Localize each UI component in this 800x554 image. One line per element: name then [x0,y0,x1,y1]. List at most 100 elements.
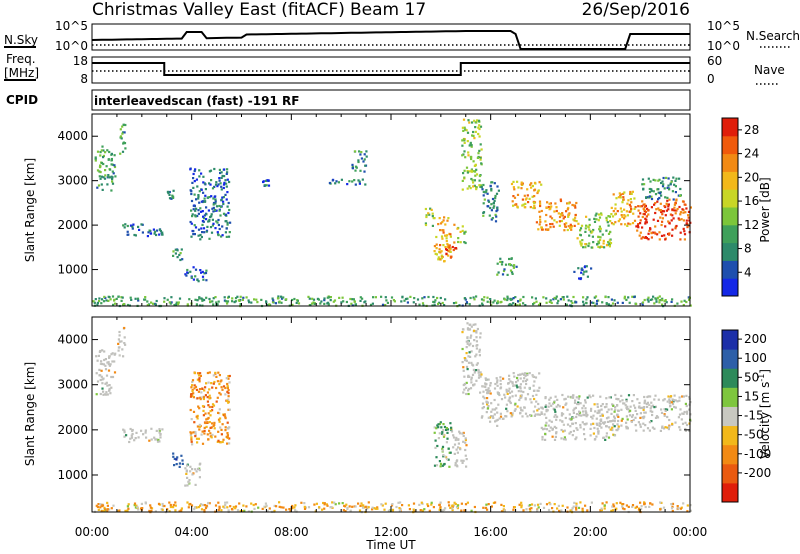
scatter-cell [574,214,577,217]
scatter-cell [513,375,516,378]
scatter-cell [648,403,651,406]
scatter-cell [609,242,613,245]
scatter-cell [471,363,474,366]
scatter-cell [214,198,217,201]
scatter-cell [550,205,553,208]
scatter-cell [150,301,153,304]
scatter-cell [193,180,196,183]
scatter-cell [545,503,549,506]
scatter-cell [197,209,200,212]
scatter-cell [584,504,587,507]
scatter-cell [567,206,570,210]
scatter-cell [465,386,468,389]
scatter-cell [607,436,611,439]
scatter-cell [650,405,653,408]
scatter-cell [448,465,451,468]
scatter-cell [181,459,184,462]
y-tick-label: 2000 [57,423,88,437]
scatter-cell [581,407,584,410]
scatter-cell [110,157,113,161]
scatter-cell [189,220,192,224]
scatter-cell [461,361,464,364]
scatter-cell [437,423,440,426]
scatter-cell [513,196,517,199]
scatter-cell [457,237,460,240]
scatter-cell [208,397,211,400]
scatter-cell [121,125,124,128]
scatter-cell [526,188,529,191]
y-tick-label: 3000 [57,174,88,188]
scatter-cell [529,183,532,186]
scatter-cell [585,265,588,268]
scatter-cell [519,412,522,415]
scatter-cell [631,505,634,508]
scatter-cell [667,184,670,187]
scatter-cell [438,460,441,463]
scatter-cell [594,214,597,217]
scatter-cell [584,407,587,410]
scatter-cell [293,297,296,301]
scatter-cell [537,506,540,509]
scatter-cell [552,225,555,228]
scatter-cell [563,436,566,439]
scatter-cell [566,228,569,232]
scatter-cell [643,415,646,418]
scatter-cell [481,302,484,305]
scatter-cell [616,404,619,407]
scatter-cell [667,177,670,180]
scatter-cell [614,207,617,210]
scatter-cell [141,223,144,226]
scatter-cell [99,171,102,174]
scatter-cell [590,423,593,426]
scatter-cell [108,356,111,359]
scatter-cell [603,421,607,424]
scatter-cell [94,298,97,301]
scatter-cell [220,185,223,188]
scatter-cell [329,299,332,302]
scatter-cell [571,507,574,510]
scatter-cell [435,464,439,467]
scatter-cell [349,297,352,301]
scatter-cell [620,214,623,217]
scatter-cell [419,509,422,512]
scatter-cell [654,211,657,215]
scatter-cell [579,240,582,243]
scatter-cell [570,228,573,231]
scatter-cell [554,413,557,416]
scatter-cell [104,364,107,367]
scatter-cell [100,360,103,363]
scatter-cell [193,508,196,511]
scatter-cell [189,270,192,273]
scatter-cell [485,411,488,414]
scatter-cell [472,181,475,184]
scatter-cell [472,323,475,326]
scatter-cell [512,266,515,269]
scatter-cell [148,229,151,232]
scatter-cell [510,271,514,274]
scatter-cell [464,437,467,440]
scatter-cell [158,428,161,431]
scatter-cell [503,509,506,512]
scatter-cell [200,503,203,506]
colorbar-cell [722,171,738,190]
scatter-cell [533,380,536,383]
scatter-cell [112,504,115,507]
scatter-cell [423,296,426,299]
scatter-cell [445,252,448,255]
scatter-cell [465,365,469,368]
scatter-cell [584,227,587,230]
scatter-cell [198,377,201,380]
scatter-cell [461,179,464,182]
scatter-cell [224,300,227,303]
scatter-cell [208,237,211,240]
scatter-cell [204,271,208,275]
scatter-cell [192,172,195,176]
scatter-cell [409,295,412,298]
scatter-cell [317,298,320,301]
scatter-cell [505,403,508,406]
scatter-cell [643,298,646,302]
scatter-cell [634,416,637,419]
scatter-cell [553,210,556,213]
scatter-cell [435,456,438,459]
scatter-cell [190,235,193,238]
